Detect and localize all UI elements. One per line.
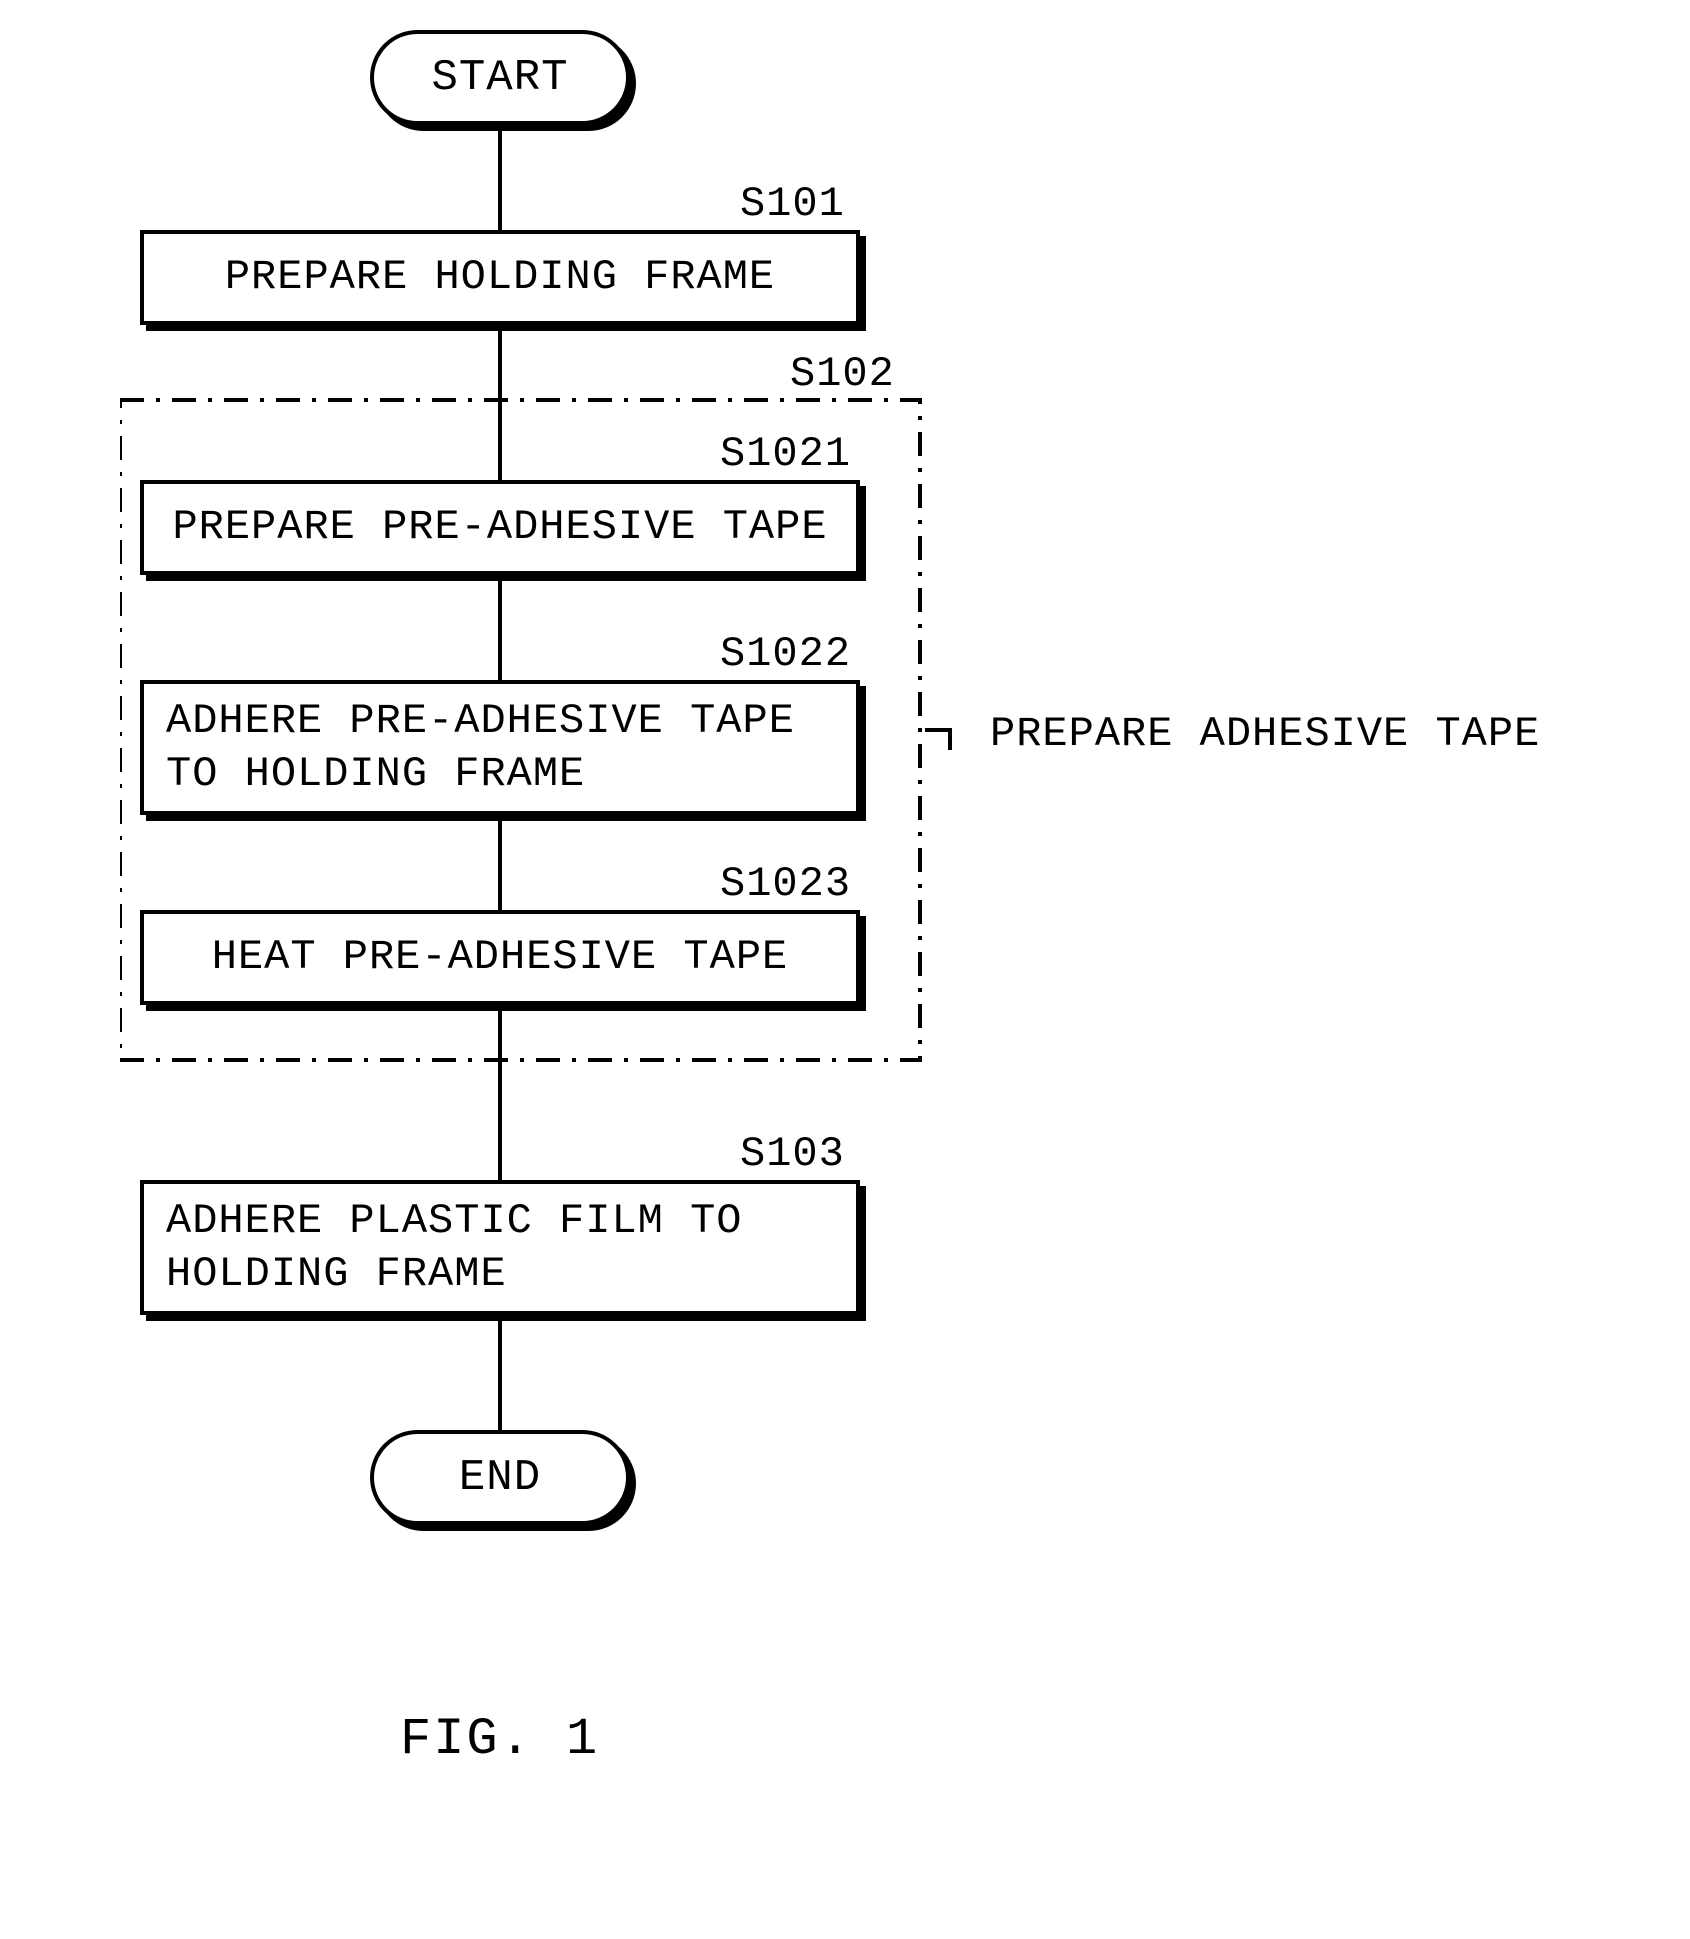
side-annotation: PREPARE ADHESIVE TAPE (990, 710, 1540, 758)
process-s1023-text: HEAT PRE-ADHESIVE TAPE (212, 931, 789, 984)
terminator-end-label: END (459, 1453, 541, 1503)
step-id-s1023: S1023 (720, 860, 851, 908)
process-s101-text: PREPARE HOLDING FRAME (225, 251, 775, 304)
process-s103: ADHERE PLASTIC FILM TO HOLDING FRAME (140, 1180, 860, 1315)
step-id-s101: S101 (740, 180, 845, 228)
step-id-s1021: S1021 (720, 430, 851, 478)
step-id-s103: S103 (740, 1130, 845, 1178)
terminator-start-label: START (431, 53, 568, 103)
process-s1022: ADHERE PRE-ADHESIVE TAPE TO HOLDING FRAM… (140, 680, 860, 815)
process-s1022-text: ADHERE PRE-ADHESIVE TAPE TO HOLDING FRAM… (166, 695, 834, 800)
figure-label: FIG. 1 (400, 1710, 599, 1769)
process-s1021: PREPARE PRE-ADHESIVE TAPE (140, 480, 860, 575)
process-s1023: HEAT PRE-ADHESIVE TAPE (140, 910, 860, 1005)
flowchart-canvas: START S101 PREPARE HOLDING FRAME S102 S1… (120, 30, 1570, 1910)
step-id-s1022: S1022 (720, 630, 851, 678)
process-s103-text: ADHERE PLASTIC FILM TO HOLDING FRAME (166, 1195, 834, 1300)
process-s1021-text: PREPARE PRE-ADHESIVE TAPE (172, 501, 827, 554)
process-s101: PREPARE HOLDING FRAME (140, 230, 860, 325)
terminator-start: START (370, 30, 630, 125)
step-id-s102: S102 (790, 350, 895, 398)
terminator-end: END (370, 1430, 630, 1525)
